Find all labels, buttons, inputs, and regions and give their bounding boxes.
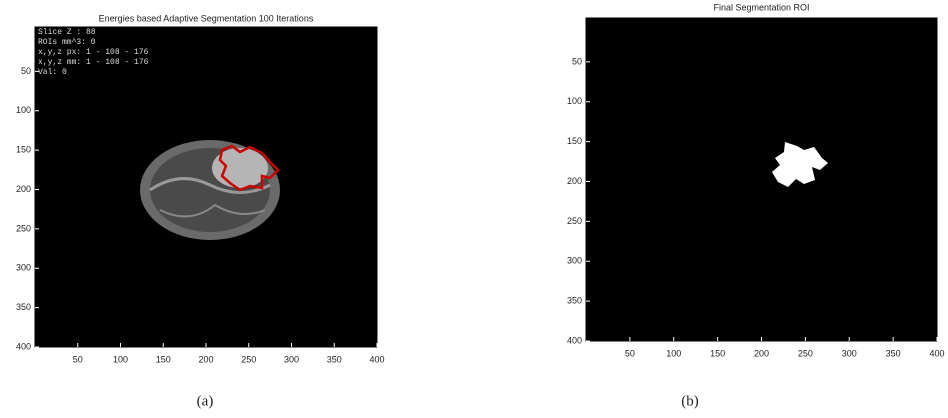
y-tick-label: 350 — [16, 302, 31, 312]
x-tick-label: 250 — [798, 348, 813, 358]
figure: Energies based Adaptive Segmentation 100… — [0, 0, 948, 418]
y-tick-label: 250 — [567, 216, 582, 226]
overlay-text: ROIs mm^3: 0 — [38, 38, 96, 47]
x-tick-label: 300 — [842, 348, 857, 358]
x-tick-label: 250 — [241, 354, 256, 364]
caption: (a) — [197, 393, 214, 409]
overlay-text: Slice Z : 88 — [38, 28, 96, 37]
x-tick-label: 400 — [369, 354, 384, 364]
x-tick-label: 150 — [710, 348, 725, 358]
overlay-text: x,y,z px: 1 - 108 - 176 — [38, 48, 149, 57]
x-tick-label: 200 — [754, 348, 769, 358]
y-tick-label: 200 — [16, 184, 31, 194]
y-tick-label: 150 — [567, 136, 582, 146]
brain-scan — [140, 140, 280, 240]
x-tick-label: 200 — [198, 354, 213, 364]
y-tick-label: 250 — [16, 223, 31, 233]
panel-title: Energies based Adaptive Segmentation 100… — [99, 13, 314, 23]
y-tick-label: 50 — [572, 56, 582, 66]
y-tick-label: 100 — [567, 96, 582, 106]
overlay-text: Val: 0 — [38, 68, 67, 77]
y-tick-label: 200 — [567, 176, 582, 186]
y-tick-label: 100 — [16, 105, 31, 115]
y-tick-label: 300 — [16, 263, 31, 273]
x-tick-label: 100 — [113, 354, 128, 364]
x-tick-label: 100 — [666, 348, 681, 358]
overlay-text: x,y,z mm: 1 - 108 - 176 — [38, 58, 149, 67]
y-tick-label: 400 — [567, 335, 582, 345]
x-tick-label: 50 — [73, 354, 83, 364]
y-tick-label: 350 — [567, 296, 582, 306]
image-b — [586, 18, 937, 341]
y-tick-label: 300 — [567, 256, 582, 266]
panel-title: Final Segmentation ROI — [713, 2, 809, 12]
x-tick-label: 350 — [886, 348, 901, 358]
x-tick-label: 400 — [929, 348, 944, 358]
y-tick-label: 400 — [16, 341, 31, 351]
y-tick-label: 150 — [16, 145, 31, 155]
y-tick-label: 50 — [21, 66, 31, 76]
x-tick-label: 350 — [327, 354, 342, 364]
caption: (b) — [681, 393, 699, 409]
x-tick-label: 300 — [284, 354, 299, 364]
x-tick-label: 50 — [625, 348, 635, 358]
x-tick-label: 150 — [156, 354, 171, 364]
